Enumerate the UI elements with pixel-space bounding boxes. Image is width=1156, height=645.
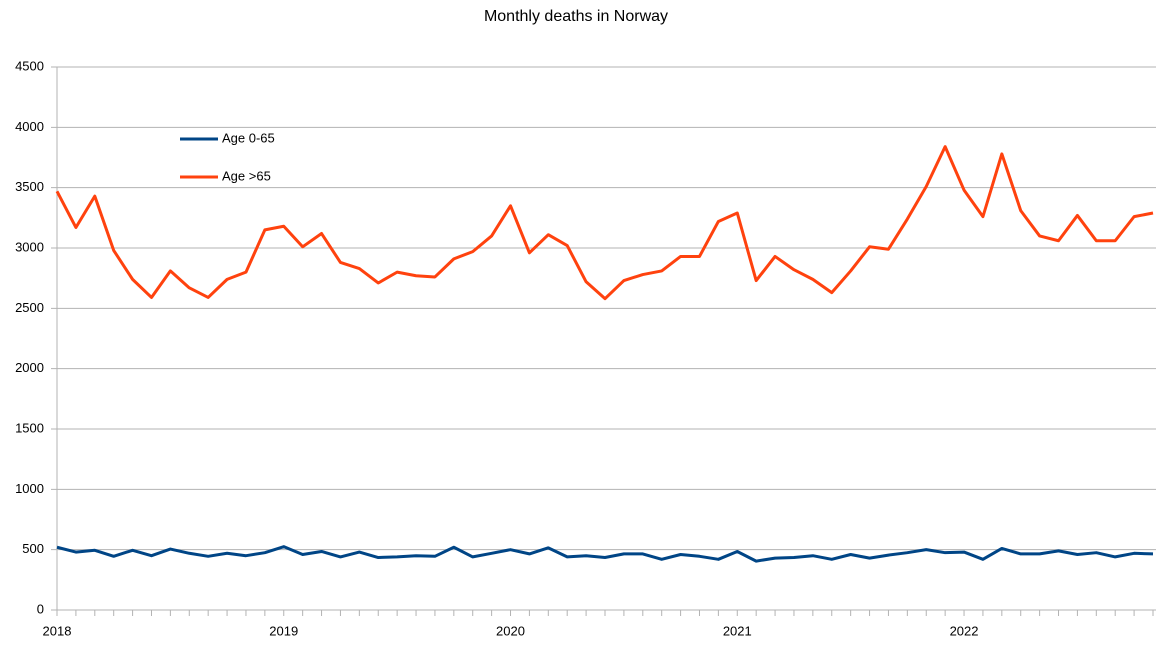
y-tick-label: 0	[37, 601, 44, 616]
y-tick-label: 3500	[15, 179, 44, 194]
y-tick-label: 4000	[15, 119, 44, 134]
y-tick-label: 1000	[15, 481, 44, 496]
x-tick-label: 2019	[269, 623, 298, 638]
y-tick-label: 2000	[15, 360, 44, 375]
y-tick-label: 3000	[15, 239, 44, 254]
y-tick-label: 4500	[15, 58, 44, 73]
x-tick-label: 2021	[723, 623, 752, 638]
y-tick-label: 1500	[15, 420, 44, 435]
chart-title: Monthly deaths in Norway	[484, 8, 668, 25]
legend-label: Age 0-65	[222, 130, 275, 145]
x-tick-label: 2020	[496, 623, 525, 638]
x-tick-label: 2022	[950, 623, 979, 638]
y-tick-label: 2500	[15, 300, 44, 315]
x-tick-label: 2018	[43, 623, 72, 638]
series-line	[55, 145, 1154, 301]
legend-label: Age >65	[222, 168, 271, 183]
y-tick-label: 500	[22, 541, 44, 556]
series-line	[56, 545, 1154, 563]
